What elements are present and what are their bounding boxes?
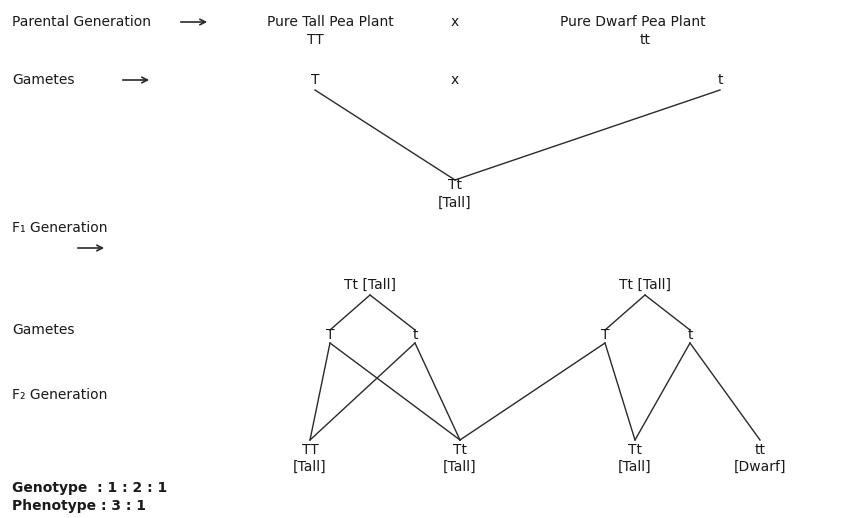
Text: T: T <box>326 328 334 342</box>
Text: T: T <box>311 73 320 87</box>
Text: F₁ Generation: F₁ Generation <box>12 221 107 235</box>
Text: Tt: Tt <box>448 178 462 192</box>
Text: Gametes: Gametes <box>12 323 75 337</box>
Text: Pure Tall Pea Plant: Pure Tall Pea Plant <box>267 15 394 29</box>
Text: t: t <box>717 73 722 87</box>
Text: tt: tt <box>639 33 650 47</box>
Text: Tt [Tall]: Tt [Tall] <box>344 278 396 292</box>
Text: Parental Generation: Parental Generation <box>12 15 151 29</box>
Text: TT: TT <box>302 443 319 457</box>
Text: x: x <box>450 15 459 29</box>
Text: Pure Dwarf Pea Plant: Pure Dwarf Pea Plant <box>560 15 705 29</box>
Text: Genotype  : 1 : 2 : 1: Genotype : 1 : 2 : 1 <box>12 481 167 495</box>
Text: T: T <box>601 328 609 342</box>
Text: x: x <box>450 73 459 87</box>
Text: Phenotype : 3 : 1: Phenotype : 3 : 1 <box>12 499 146 513</box>
Text: Gametes: Gametes <box>12 73 75 87</box>
Text: t: t <box>412 328 417 342</box>
Text: t: t <box>688 328 693 342</box>
Text: [Tall]: [Tall] <box>443 460 477 474</box>
Text: Tt [Tall]: Tt [Tall] <box>619 278 671 292</box>
Text: tt: tt <box>755 443 766 457</box>
Text: F₂ Generation: F₂ Generation <box>12 388 107 402</box>
Text: Tt: Tt <box>453 443 467 457</box>
Text: [Tall]: [Tall] <box>618 460 652 474</box>
Text: [Tall]: [Tall] <box>439 196 472 210</box>
Text: [Dwarf]: [Dwarf] <box>734 460 786 474</box>
Text: TT: TT <box>307 33 323 47</box>
Text: [Tall]: [Tall] <box>293 460 326 474</box>
Text: Tt: Tt <box>628 443 642 457</box>
